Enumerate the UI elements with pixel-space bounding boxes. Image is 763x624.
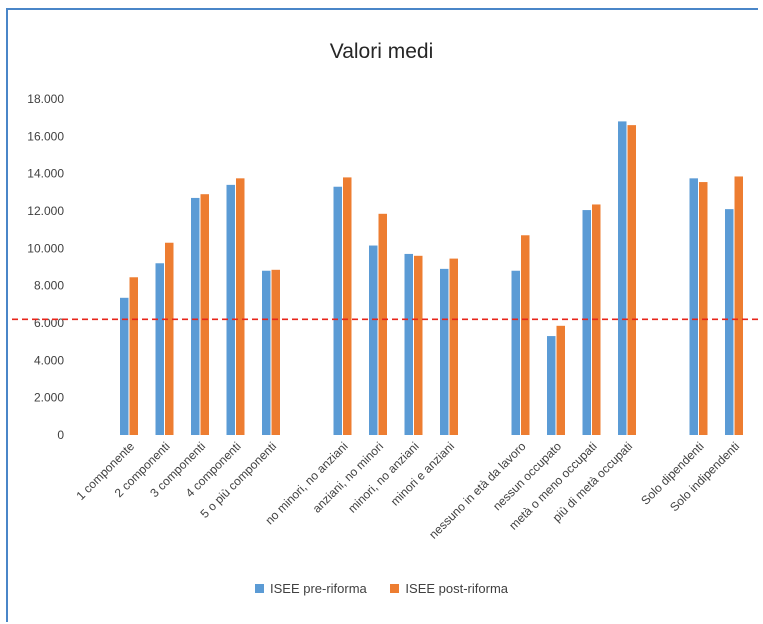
y-tick-label: 6.000 [34, 316, 64, 330]
bar-post-riforma [699, 182, 708, 435]
legend-item-pre: ISEE pre-riforma [254, 581, 367, 596]
legend-swatch-post [390, 584, 400, 593]
bar-pre-riforma [440, 268, 449, 435]
bar-post-riforma [378, 213, 387, 435]
legend: ISEE pre-riforma ISEE post-riforma [0, 581, 763, 596]
bar-post-riforma [200, 194, 209, 435]
x-tick-label: minori e anziani [388, 439, 457, 508]
bar-post-riforma [236, 178, 245, 436]
bar-pre-riforma [511, 270, 520, 435]
frame-border-left [6, 8, 8, 622]
x-tick-label: Solo dipendenti [638, 439, 706, 507]
y-tick-label: 8.000 [34, 279, 64, 293]
y-tick-label: 0 [57, 428, 64, 442]
chart-title: Valori medi [329, 40, 434, 63]
y-tick-label: 12.000 [27, 204, 64, 218]
bar-pre-riforma [155, 263, 164, 435]
y-tick-label: 10.000 [27, 241, 64, 255]
bar-post-riforma [449, 258, 458, 435]
bar-pre-riforma [226, 184, 235, 435]
bar-post-riforma [271, 269, 280, 435]
bar-post-riforma [414, 255, 423, 435]
y-tick-label: 2.000 [34, 391, 64, 405]
bar-pre-riforma [618, 121, 627, 436]
frame-border-top [6, 8, 758, 10]
y-tick-label: 4.000 [34, 353, 64, 367]
bar-pre-riforma [547, 336, 556, 435]
bar-post-riforma [343, 177, 352, 435]
bar-post-riforma [521, 235, 530, 435]
legend-item-post: ISEE post-riforma [390, 581, 508, 596]
y-tick-label: 16.000 [27, 129, 64, 143]
bar-post-riforma [556, 325, 565, 435]
y-tick-label: 14.000 [27, 167, 64, 181]
legend-label-post: ISEE post-riforma [405, 581, 509, 596]
bar-pre-riforma [191, 197, 200, 435]
bar-post-riforma [129, 277, 138, 435]
legend-label-pre: ISEE pre-riforma [269, 581, 367, 596]
y-tick-label: 18.000 [27, 92, 64, 106]
bar-pre-riforma [120, 297, 129, 435]
bar-pre-riforma [333, 186, 342, 435]
bar-pre-riforma [582, 210, 591, 435]
bar-post-riforma [165, 242, 174, 435]
bar-post-riforma [627, 125, 636, 435]
legend-swatch-pre [254, 584, 264, 593]
bar-pre-riforma [689, 178, 698, 436]
bar-pre-riforma [404, 253, 413, 435]
bar-post-riforma [734, 176, 743, 435]
bar-pre-riforma [369, 245, 378, 435]
bar-pre-riforma [262, 270, 271, 435]
bar-pre-riforma [725, 209, 734, 435]
